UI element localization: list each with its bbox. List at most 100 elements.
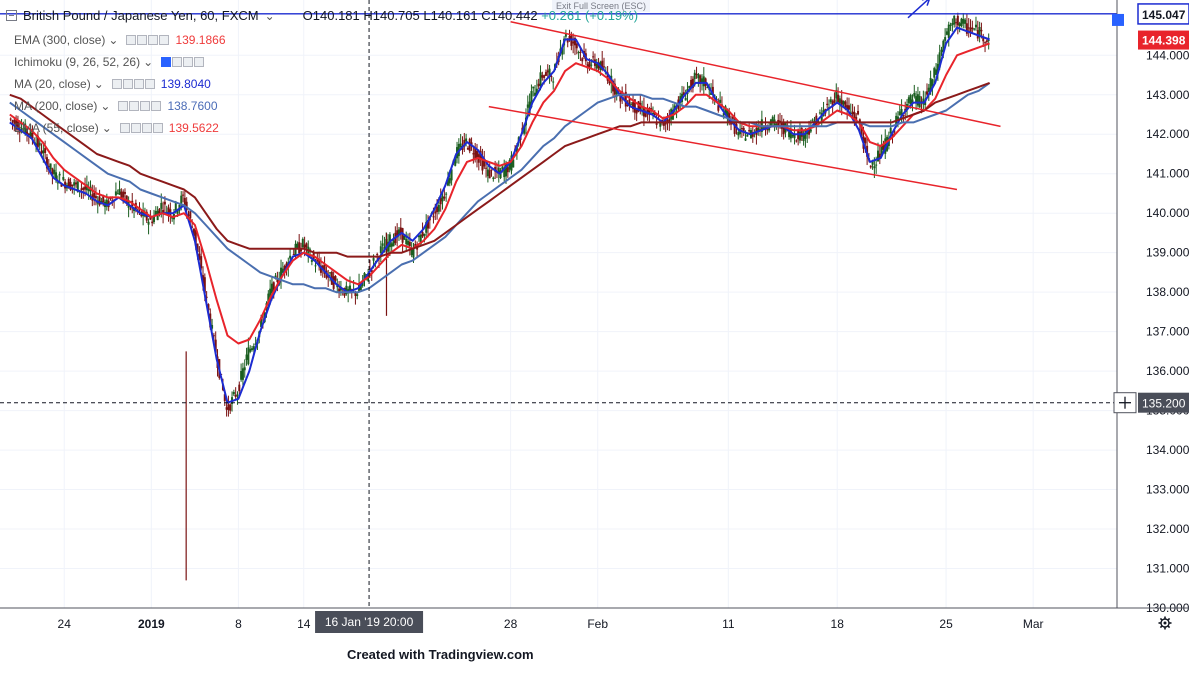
close-icon[interactable] <box>152 123 163 133</box>
ohlc-values: O140.181 H140.705 L140.161 C140.442 +0.2… <box>303 8 638 23</box>
candle-body <box>913 93 916 97</box>
symbol-name[interactable]: British Pound / Japanese Yen, 60, FXCM <box>23 8 259 23</box>
candle-body <box>566 39 569 43</box>
candle-body <box>659 120 662 127</box>
candle-body <box>176 210 179 214</box>
chevron-down-icon[interactable]: ⌄ <box>100 99 111 113</box>
candle-body <box>98 196 101 205</box>
close-icon[interactable] <box>151 101 162 111</box>
candle-body <box>900 109 903 119</box>
gear-icon[interactable] <box>130 123 141 133</box>
candle-body <box>160 202 163 209</box>
chevron-down-icon[interactable]: ⌄ <box>93 77 104 91</box>
candle-body <box>73 182 76 186</box>
more-icon[interactable] <box>141 123 152 133</box>
chevron-down-icon[interactable]: ⌄ <box>143 55 154 69</box>
price-tag: 144.398 <box>1138 30 1189 50</box>
candle-body <box>573 37 576 46</box>
more-icon[interactable] <box>148 35 159 45</box>
candle-body <box>299 248 302 252</box>
close-icon[interactable] <box>144 79 155 89</box>
candle-body <box>260 318 263 327</box>
candle-body <box>933 68 936 78</box>
candle-body <box>196 243 199 252</box>
eye-icon[interactable] <box>118 101 129 111</box>
candle-body <box>82 187 85 190</box>
candle-body <box>309 249 312 251</box>
candle-body <box>938 52 941 68</box>
candle-body <box>779 120 782 122</box>
candle-body <box>289 255 292 259</box>
candle-body <box>564 33 567 37</box>
collapse-icon[interactable] <box>6 10 17 21</box>
close-icon[interactable] <box>159 35 170 45</box>
candle-body <box>42 150 45 154</box>
candle-body <box>980 29 983 32</box>
gear-icon[interactable] <box>129 101 140 111</box>
indicator-ma200[interactable]: MA (200, close) ⌄ 138.7600 <box>14 99 218 113</box>
candle-body <box>421 231 424 237</box>
chevron-down-icon[interactable]: ⌄ <box>108 33 119 47</box>
candle-body <box>768 127 771 131</box>
more-icon[interactable] <box>133 79 144 89</box>
candle-body <box>36 135 39 148</box>
indicator-ema55[interactable]: EMA (55, close) ⌄ 139.5622 <box>14 121 219 135</box>
more-icon[interactable] <box>183 57 194 67</box>
candle-body <box>9 118 12 120</box>
candle-body <box>122 191 125 198</box>
chevron-down-icon[interactable]: ⌄ <box>101 121 112 135</box>
candle-body <box>120 191 123 198</box>
x-tick-label: 24 <box>58 617 72 631</box>
eye-icon[interactable] <box>126 35 137 45</box>
candle-body <box>837 94 840 103</box>
candle-body <box>706 87 709 89</box>
chevron-down-icon[interactable]: ⌄ <box>264 8 275 23</box>
indicator-ema300[interactable]: EMA (300, close) ⌄ 139.1866 <box>14 33 226 47</box>
candle-body <box>27 133 30 135</box>
candle-body <box>93 192 96 198</box>
candle-body <box>359 284 362 291</box>
candle-body <box>971 27 974 29</box>
candle-body <box>925 91 928 95</box>
candle-body <box>644 113 647 117</box>
more-icon[interactable] <box>140 101 151 111</box>
series-line-ema-55-close- <box>9 42 990 345</box>
indicator-ichimoku[interactable]: Ichimoku (9, 26, 52, 26) ⌄ <box>14 55 208 69</box>
candle-body <box>820 113 823 124</box>
gear-icon[interactable] <box>137 35 148 45</box>
candle-body <box>690 79 693 89</box>
close-icon[interactable] <box>194 57 205 67</box>
candle-body <box>147 221 150 225</box>
gear-icon[interactable] <box>122 79 133 89</box>
candle-body <box>301 238 304 248</box>
candle-body <box>835 90 838 99</box>
candle-body <box>448 178 451 184</box>
candle-body <box>225 407 228 410</box>
candle-body <box>18 129 21 133</box>
eye-icon[interactable] <box>111 79 122 89</box>
gear-icon[interactable] <box>172 57 183 67</box>
candle-body <box>791 134 794 137</box>
candle-body <box>403 235 406 240</box>
exit-fullscreen-button[interactable]: Exit Full Screen (ESC) <box>552 0 651 12</box>
candle-body <box>376 253 379 255</box>
candle-body <box>637 101 640 112</box>
x-tick-label: Mar <box>1023 617 1044 631</box>
candle-body <box>387 241 390 252</box>
eye-icon[interactable] <box>119 123 130 133</box>
candle-body <box>254 343 257 345</box>
indicator-ma20[interactable]: MA (20, close) ⌄ 139.8040 <box>14 77 211 91</box>
candle-body <box>470 142 473 146</box>
x-tick-label: Feb <box>587 617 608 631</box>
x-tick-label: 8 <box>235 617 242 631</box>
candle-body <box>744 138 747 141</box>
candle-body <box>40 150 43 154</box>
candle-body <box>590 64 593 66</box>
candle-body <box>392 240 395 247</box>
candle-body <box>111 200 114 202</box>
eye-off-icon[interactable] <box>161 57 172 67</box>
gear-icon[interactable] <box>1158 616 1172 630</box>
candle-body <box>655 123 658 125</box>
